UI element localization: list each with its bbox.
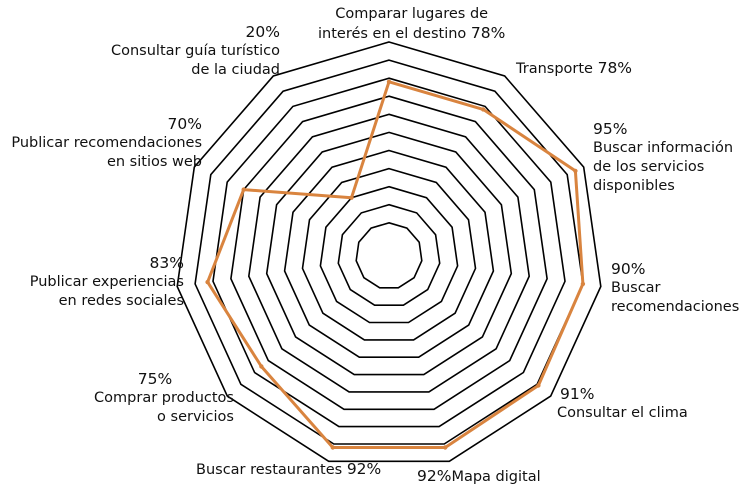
data-point — [386, 79, 392, 85]
category-label-line: disponibles — [593, 178, 675, 194]
data-point — [481, 107, 486, 112]
category-label-line: Consultar el clima — [557, 405, 688, 421]
grid-ring — [265, 131, 513, 376]
category-label-line: Comparar lugares de — [335, 6, 489, 22]
category-label-line: Buscar restaurantes — [196, 462, 343, 478]
category-label-line: Transporte — [516, 61, 593, 77]
category-label-comparar-lugares: Comparar lugares de interés en el destin… — [318, 5, 505, 44]
value-label: 91% — [560, 385, 595, 403]
category-label-line: Consultar guía turístico — [111, 43, 280, 59]
grid-ring — [194, 59, 584, 445]
category-label-line: Publicar recomendaciones — [11, 135, 202, 151]
grid-ring — [355, 221, 423, 289]
category-label-comprar-productos: 75% Comprar productos o servicios — [76, 370, 234, 427]
grid-ring — [247, 113, 531, 393]
category-label-consultar-guia: 20% Consultar guía turístico de la ciuda… — [84, 23, 280, 80]
category-label-transporte: Transporte 78% — [516, 59, 632, 79]
category-label-mapa-digital: 92%Mapa digital — [417, 467, 541, 487]
data-point — [349, 195, 354, 200]
value-label: 92% — [417, 467, 452, 485]
category-label-line: Publicar experiencias — [29, 274, 184, 290]
series-layer — [205, 79, 586, 450]
data-point — [443, 445, 448, 450]
category-label-line: de la ciudad — [191, 62, 280, 78]
category-label-line: en sitios web — [106, 154, 202, 170]
category-label-buscar-restaurantes: Buscar restaurantes 92% — [196, 460, 381, 480]
data-point — [205, 279, 210, 285]
category-label-line: Buscar — [611, 280, 661, 296]
data-point — [241, 187, 246, 192]
value-label: 83% — [149, 254, 184, 272]
grid-ring — [176, 41, 602, 463]
radar-grid — [176, 41, 602, 463]
category-label-line: en redes sociales — [58, 293, 184, 309]
data-point — [580, 281, 586, 287]
value-label: 78% — [470, 24, 506, 42]
value-label: 78% — [597, 59, 633, 77]
data-point — [536, 383, 541, 388]
grid-ring — [283, 149, 495, 359]
value-label: 20% — [245, 23, 280, 41]
category-label-buscar-informacion: 95% Buscar información de los servicios … — [593, 120, 733, 196]
category-label-publicar-recomendaciones: 70% Publicar recomendaciones en sitios w… — [2, 115, 202, 172]
category-label-line: o servicios — [157, 409, 234, 425]
value-label: 92% — [346, 460, 382, 478]
value-label: 75% — [137, 370, 173, 388]
category-label-line: Comprar productos — [94, 390, 234, 406]
data-point — [259, 364, 264, 369]
category-label-line: de los servicios — [593, 159, 705, 175]
grid-ring — [337, 203, 441, 307]
category-label-consultar-clima: 91% Consultar el clima — [557, 385, 688, 423]
data-point — [330, 445, 335, 450]
category-label-publicar-experiencias: 83% Publicar experiencias en redes socia… — [16, 254, 184, 311]
category-label-line: interés en el destino — [318, 26, 467, 42]
value-label: 95% — [593, 120, 628, 138]
grid-ring — [212, 77, 566, 428]
category-label-line: Mapa digital — [451, 469, 541, 485]
category-label-line: recomendaciones — [611, 299, 740, 315]
series-line — [206, 80, 585, 449]
grid-ring — [301, 167, 477, 341]
value-label: 70% — [167, 115, 202, 133]
grid-ring — [230, 95, 548, 411]
grid-ring — [319, 185, 459, 324]
data-point — [573, 168, 578, 174]
category-label-line: Buscar información — [593, 140, 734, 156]
value-label: 90% — [611, 260, 646, 278]
category-label-buscar-recomendaciones: 90% Buscar recomendaciones — [611, 260, 739, 317]
